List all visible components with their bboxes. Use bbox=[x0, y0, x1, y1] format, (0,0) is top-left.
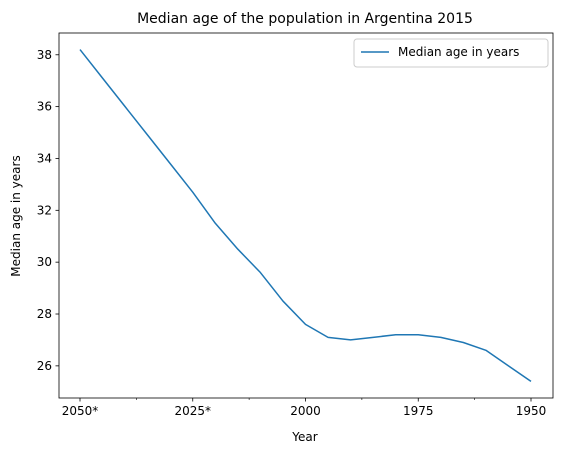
x-tick-label: 2050* bbox=[62, 404, 99, 418]
chart-title: Median age of the population in Argentin… bbox=[137, 11, 473, 27]
legend-box bbox=[353, 38, 549, 68]
plot-frame bbox=[58, 32, 554, 399]
x-axis-label: Year bbox=[291, 430, 317, 444]
y-tick-label: 34 bbox=[37, 151, 52, 165]
plot-area: 26 28 30 32 34 36 38 2050* 2025* 2000 1975 1950 bbox=[37, 32, 554, 418]
y-tick-label: 28 bbox=[37, 307, 52, 321]
series-layer bbox=[79, 49, 532, 383]
x-tick-label: 2000 bbox=[290, 404, 321, 418]
x-tick-label: 1975 bbox=[403, 404, 434, 418]
y-tick-label: 36 bbox=[37, 100, 52, 114]
y-tick-label: 26 bbox=[37, 359, 52, 373]
series-line bbox=[79, 49, 532, 383]
y-tick-label: 30 bbox=[37, 255, 52, 269]
y-axis-ticks: 26 28 30 32 34 36 38 bbox=[37, 48, 59, 373]
x-tick-label: 2025* bbox=[174, 404, 211, 418]
legend: Median age in years bbox=[353, 38, 549, 68]
y-axis-label: Median age in years bbox=[9, 155, 23, 276]
y-tick-label: 32 bbox=[37, 203, 52, 217]
x-tick-label: 1950 bbox=[516, 404, 547, 418]
x-axis-ticks: 2050* 2025* 2000 1975 1950 bbox=[62, 398, 547, 418]
y-tick-label: 38 bbox=[37, 48, 52, 62]
legend-label: Median age in years bbox=[398, 45, 519, 59]
